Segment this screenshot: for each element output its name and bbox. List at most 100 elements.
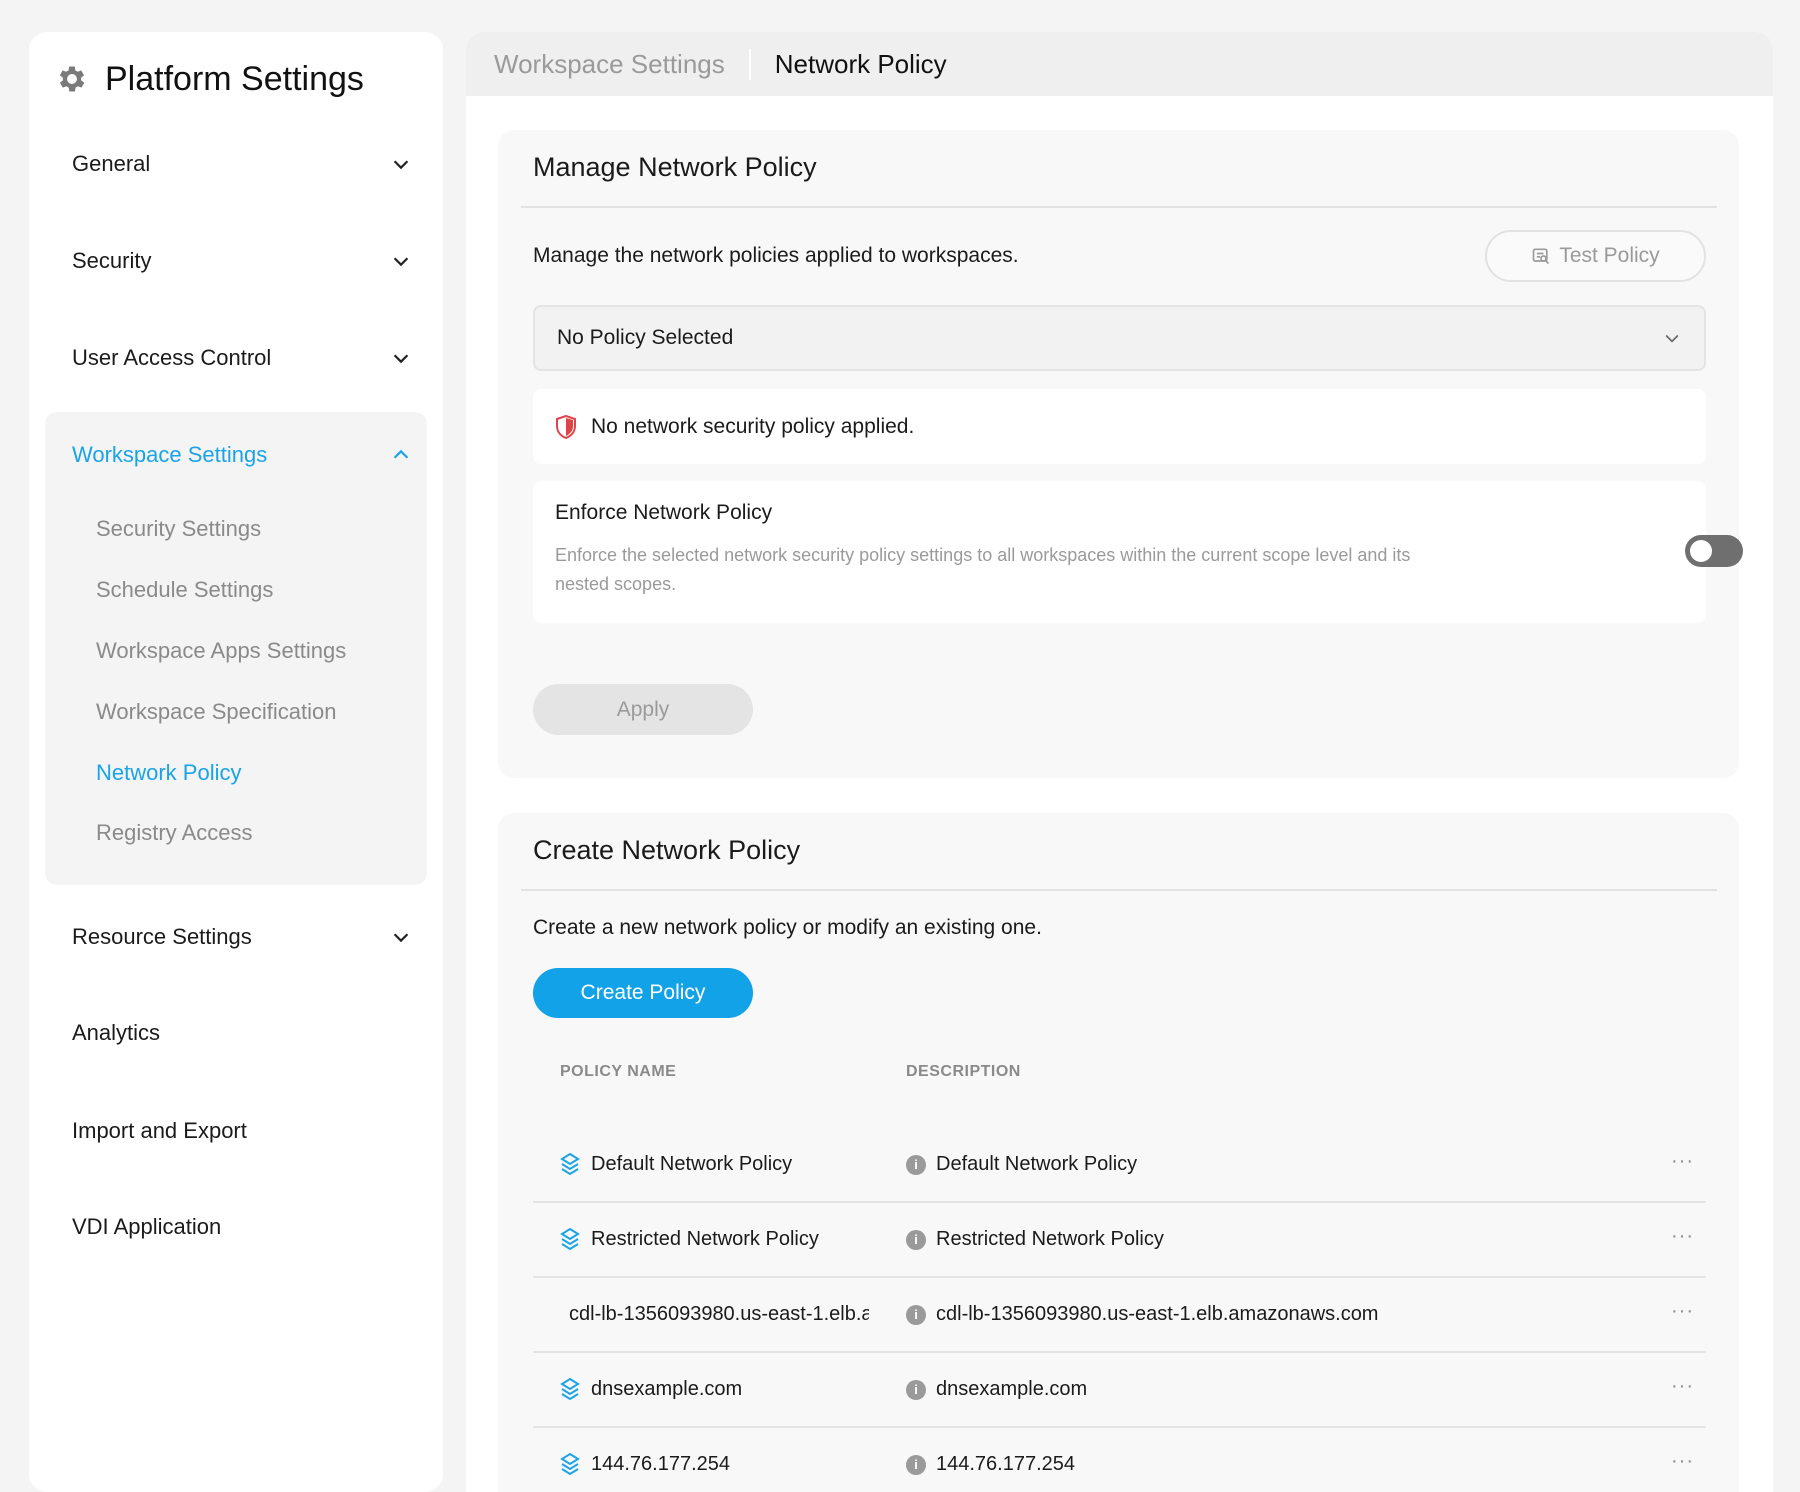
chevron-down-icon (393, 354, 409, 364)
policy-name[interactable]: Default Network Policy (591, 1153, 793, 1175)
sidebar-subitem-workspace-apps-settings[interactable]: Workspace Apps Settings (96, 638, 347, 663)
table-row[interactable]: Restricted Network Policy i Restricted Ne… (533, 1203, 1706, 1278)
sidebar-item-label: Security (72, 248, 152, 273)
table-row[interactable]: dnsexample.com i dnsexample.com ··· (533, 1353, 1706, 1428)
info-icon: i (906, 1454, 926, 1475)
sidebar-item-label: User Access Control (72, 345, 272, 370)
policy-description: cdl-lb-1356093980.us-east-1.elb.amazonaw… (936, 1303, 1379, 1325)
create-policy-button[interactable]: Create Policy (533, 968, 753, 1018)
policy-name[interactable]: dnsexample.com (591, 1378, 743, 1400)
enforce-title: Enforce Network Policy (555, 501, 773, 524)
more-options-icon[interactable]: ··· (1671, 1450, 1694, 1472)
policy-description: 144.76.177.254 (936, 1453, 1076, 1475)
more-options-icon[interactable]: ··· (1671, 1150, 1694, 1172)
gear-icon (59, 66, 85, 92)
sidebar-item-label: Resource Settings (72, 924, 252, 949)
layers-icon (560, 1377, 580, 1400)
main-panel: Workspace Settings Network Policy Manage… (466, 32, 1773, 1492)
test-policy-button[interactable]: Test Policy (1485, 230, 1706, 282)
sidebar-item-analytics[interactable]: Analytics (72, 1018, 412, 1048)
policy-name-cell: Restricted Network Policy (559, 1203, 869, 1276)
more-options-icon[interactable]: ··· (1671, 1300, 1694, 1322)
more-options-icon[interactable]: ··· (1671, 1375, 1694, 1397)
description-cell: i 144.76.177.254 (906, 1428, 1075, 1492)
layers-icon (560, 1227, 580, 1250)
alert-text: No network security policy applied. (591, 414, 915, 438)
policy-select-value: No Policy Selected (557, 326, 734, 349)
sidebar-title: Platform Settings (105, 59, 364, 98)
enforce-policy-toggle[interactable] (1685, 535, 1743, 567)
table-row[interactable]: cdl-lb-1356093980.us-east-1.elb.a i cdl-l… (533, 1278, 1706, 1353)
sidebar-item-import-export[interactable]: Import and Export (72, 1116, 412, 1146)
test-policy-label: Test Policy (1559, 244, 1660, 267)
column-header-description[interactable]: DESCRIPTION (906, 1063, 1021, 1080)
divider (521, 206, 1717, 208)
card-description: Create a new network policy or modify an… (533, 916, 1042, 939)
column-header-policy-name[interactable]: POLICY NAME (560, 1063, 677, 1080)
policy-name-cell: dnsexample.com (559, 1353, 869, 1426)
policy-status-alert: No network security policy applied. (533, 389, 1706, 464)
breadcrumb: Workspace Settings Network Policy (466, 32, 1773, 96)
info-icon: i (906, 1229, 926, 1250)
sidebar-item-vdi-application[interactable]: VDI Application (72, 1212, 412, 1242)
policy-name-cell: cdl-lb-1356093980.us-east-1.elb.a (559, 1278, 869, 1351)
layers-icon (560, 1452, 580, 1475)
policy-description: Restricted Network Policy (936, 1228, 1164, 1250)
sidebar-subitem-network-policy[interactable]: Network Policy (96, 760, 242, 785)
sidebar-item-user-access-control[interactable]: User Access Control (72, 343, 412, 373)
sidebar-item-label: Analytics (72, 1020, 161, 1045)
shield-alert-icon (556, 414, 576, 439)
layers-icon (560, 1152, 580, 1175)
sidebar-subitem-workspace-specification[interactable]: Workspace Specification (96, 699, 337, 724)
table-row[interactable]: 144.76.177.254 i 144.76.177.254 ··· (533, 1428, 1706, 1492)
card-description: Manage the network policies applied to w… (533, 244, 1019, 267)
create-network-policy-card: Create Network Policy Create a new netwo… (498, 813, 1739, 1492)
sidebar-header: Platform Settings (55, 54, 364, 104)
chevron-up-icon (393, 449, 409, 459)
policy-description: Default Network Policy (936, 1153, 1138, 1175)
sidebar-subitem-schedule-settings[interactable]: Schedule Settings (96, 577, 274, 602)
info-icon: i (906, 1154, 926, 1175)
policy-name[interactable]: 144.76.177.254 (591, 1453, 731, 1475)
description-cell: i cdl-lb-1356093980.us-east-1.elb.amazona… (906, 1278, 1378, 1351)
description-cell: i Restricted Network Policy (906, 1203, 1164, 1276)
description-cell: i Default Network Policy (906, 1128, 1137, 1201)
card-title: Create Network Policy (533, 835, 801, 865)
chevron-down-icon (1665, 334, 1679, 343)
sidebar-item-general[interactable]: General (72, 149, 412, 179)
policy-name-cell: 144.76.177.254 (559, 1428, 869, 1492)
policy-description: dnsexample.com (936, 1378, 1088, 1400)
divider (521, 889, 1717, 891)
workspace-settings-group (45, 412, 427, 885)
sidebar: Platform Settings General Security User … (29, 32, 443, 1492)
breadcrumb-current: Network Policy (774, 48, 947, 79)
sidebar-item-workspace-settings[interactable]: Workspace Settings (72, 440, 412, 470)
sidebar-item-resource-settings[interactable]: Resource Settings (72, 922, 412, 952)
info-icon: i (906, 1304, 926, 1325)
sidebar-item-label: General (72, 151, 151, 176)
enforce-policy-section: Enforce Network Policy Enforce the selec… (533, 481, 1743, 623)
sidebar-item-label: Workspace Settings (72, 442, 268, 467)
more-options-icon[interactable]: ··· (1671, 1225, 1694, 1247)
manage-network-policy-card: Manage Network Policy Manage the network… (498, 130, 1743, 778)
policy-name-cell: Default Network Policy (559, 1128, 869, 1201)
sidebar-subitem-registry-access[interactable]: Registry Access (96, 820, 253, 845)
sidebar-item-security[interactable]: Security (72, 246, 412, 276)
apply-button[interactable]: Apply (533, 684, 753, 735)
sidebar-subitem-security-settings[interactable]: Security Settings (96, 516, 262, 541)
chevron-down-icon (393, 160, 409, 170)
info-icon: i (906, 1379, 926, 1400)
policy-name[interactable]: Restricted Network Policy (591, 1228, 819, 1250)
policy-name[interactable]: cdl-lb-1356093980.us-east-1.elb.a (569, 1303, 869, 1325)
breadcrumb-parent[interactable]: Workspace Settings (494, 48, 751, 80)
policy-select[interactable]: No Policy Selected (533, 305, 1706, 371)
enforce-description: Enforce the selected network security po… (555, 545, 1411, 594)
sidebar-item-label: VDI Application (72, 1214, 222, 1239)
sidebar-item-label: Import and Export (72, 1118, 247, 1143)
test-document-icon (1532, 248, 1550, 265)
chevron-down-icon (393, 257, 409, 267)
chevron-down-icon (393, 933, 409, 943)
table-row[interactable]: Default Network Policy i Default Network … (533, 1128, 1706, 1203)
card-title: Manage Network Policy (533, 152, 817, 182)
description-cell: i dnsexample.com (906, 1353, 1087, 1426)
